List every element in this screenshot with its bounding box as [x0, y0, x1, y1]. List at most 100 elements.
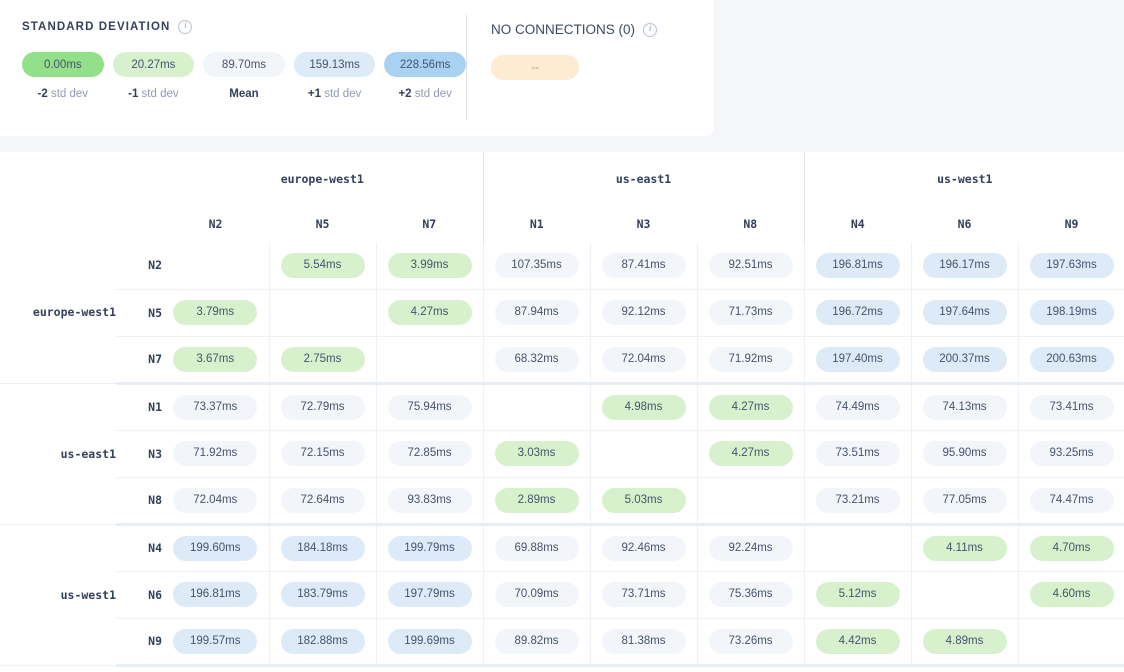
- matrix-cell[interactable]: [482, 383, 591, 431]
- matrix-cell[interactable]: 73.21ms: [803, 477, 912, 526]
- matrix-cell[interactable]: 77.05ms: [911, 477, 1019, 526]
- matrix-row-region-us-west1: us-west1: [0, 524, 116, 666]
- latency-chip: 77.05ms: [922, 487, 1007, 513]
- matrix-cell[interactable]: 72.64ms: [269, 477, 377, 526]
- matrix-cell[interactable]: 72.79ms: [269, 383, 377, 431]
- matrix-cell[interactable]: 199.69ms: [376, 618, 484, 667]
- matrix-cell[interactable]: 73.71ms: [590, 571, 698, 619]
- matrix-cell[interactable]: 2.89ms: [482, 477, 591, 526]
- matrix-cell[interactable]: 74.47ms: [1018, 477, 1124, 526]
- matrix-cell[interactable]: 107.35ms: [482, 242, 591, 290]
- matrix-cell[interactable]: 3.99ms: [376, 242, 484, 290]
- matrix-cell[interactable]: [803, 524, 912, 572]
- matrix-cell[interactable]: 87.41ms: [590, 242, 698, 290]
- matrix-cell[interactable]: 93.25ms: [1018, 430, 1124, 478]
- matrix-cell[interactable]: [1018, 618, 1124, 667]
- matrix-cell[interactable]: 92.46ms: [590, 524, 698, 572]
- matrix-cell[interactable]: 3.79ms: [162, 289, 270, 337]
- matrix-cell[interactable]: 3.67ms: [162, 336, 270, 385]
- matrix-cell[interactable]: 184.18ms: [269, 524, 377, 572]
- latency-chip: 4.60ms: [1029, 582, 1114, 607]
- matrix-cell[interactable]: 72.85ms: [376, 430, 484, 478]
- matrix-cell[interactable]: 199.79ms: [376, 524, 484, 572]
- matrix-cell[interactable]: 75.94ms: [376, 383, 484, 431]
- matrix-cell[interactable]: 74.49ms: [803, 383, 912, 431]
- matrix-cell[interactable]: 4.60ms: [1018, 571, 1124, 619]
- matrix-cell[interactable]: 196.17ms: [911, 242, 1019, 290]
- matrix-cell[interactable]: 197.79ms: [376, 571, 484, 619]
- matrix-cell[interactable]: 74.13ms: [911, 383, 1019, 431]
- matrix-cell[interactable]: 4.11ms: [911, 524, 1019, 572]
- latency-chip: 184.18ms: [280, 535, 365, 561]
- matrix-cell[interactable]: 87.94ms: [482, 289, 591, 337]
- matrix-col-node-N8: N8: [743, 217, 758, 231]
- matrix-cell[interactable]: 5.12ms: [803, 571, 912, 619]
- matrix-cell[interactable]: 4.27ms: [376, 289, 484, 337]
- matrix-cell[interactable]: 200.37ms: [911, 336, 1019, 385]
- matrix-cell[interactable]: 199.60ms: [162, 524, 270, 572]
- matrix-cell[interactable]: 5.03ms: [590, 477, 698, 526]
- matrix-cell[interactable]: [162, 242, 270, 290]
- matrix-cell[interactable]: 92.24ms: [697, 524, 805, 572]
- matrix-cell[interactable]: 75.36ms: [697, 571, 805, 619]
- latency-chip: 3.67ms: [173, 346, 258, 372]
- matrix-cell[interactable]: 72.15ms: [269, 430, 377, 478]
- matrix-cell[interactable]: 71.73ms: [697, 289, 805, 337]
- info-icon[interactable]: i: [178, 20, 193, 34]
- matrix-cell[interactable]: 71.92ms: [697, 336, 805, 385]
- matrix-cell[interactable]: 183.79ms: [269, 571, 377, 619]
- matrix-cell[interactable]: 73.41ms: [1018, 383, 1124, 431]
- matrix-cell[interactable]: 92.51ms: [697, 242, 805, 290]
- matrix-cell[interactable]: 92.12ms: [590, 289, 698, 337]
- matrix-cell[interactable]: 69.88ms: [482, 524, 591, 572]
- latency-chip: 199.57ms: [173, 628, 258, 654]
- no-connections-legend: No Connections (0) i --: [467, 0, 714, 80]
- matrix-cell[interactable]: 196.72ms: [803, 289, 912, 337]
- matrix-cell[interactable]: [697, 477, 805, 526]
- latency-chip: 4.27ms: [387, 300, 472, 325]
- matrix-cell[interactable]: 198.19ms: [1018, 289, 1124, 337]
- matrix-cell[interactable]: 71.92ms: [162, 430, 270, 478]
- matrix-cell[interactable]: 4.27ms: [697, 383, 805, 431]
- matrix-cell[interactable]: 72.04ms: [590, 336, 698, 385]
- matrix-cell[interactable]: 73.37ms: [162, 383, 270, 431]
- matrix-cell[interactable]: [376, 336, 484, 385]
- matrix-cell[interactable]: [590, 430, 698, 478]
- matrix-cell[interactable]: 4.70ms: [1018, 524, 1124, 572]
- matrix-cell[interactable]: 197.64ms: [911, 289, 1019, 337]
- latency-chip: 198.19ms: [1029, 300, 1114, 325]
- legend-divider: [466, 14, 467, 120]
- matrix-cell[interactable]: 89.82ms: [482, 618, 591, 667]
- matrix-head: europe-west1 us-east1 us-west1 N2 N5 N7 N1 N3 N…: [0, 152, 1124, 242]
- matrix-cell[interactable]: [269, 289, 377, 337]
- matrix-cell[interactable]: 197.40ms: [803, 336, 912, 385]
- matrix-cell[interactable]: 81.38ms: [590, 618, 698, 667]
- matrix-cell[interactable]: 200.63ms: [1018, 336, 1124, 385]
- matrix-body: europe-west1 N2 5.54ms 3.99ms 107.35ms 87.41m…: [0, 242, 1124, 667]
- matrix-cell[interactable]: 95.90ms: [911, 430, 1019, 478]
- latency-chip: 182.88ms: [280, 628, 365, 654]
- latency-chip: 69.88ms: [494, 535, 579, 561]
- matrix-cell[interactable]: 199.57ms: [162, 618, 270, 667]
- matrix-cell[interactable]: 4.42ms: [803, 618, 912, 667]
- matrix-cell[interactable]: 93.83ms: [376, 477, 484, 526]
- matrix-cell[interactable]: 182.88ms: [269, 618, 377, 667]
- matrix-cell[interactable]: 2.75ms: [269, 336, 377, 385]
- matrix-cell[interactable]: 197.63ms: [1018, 242, 1124, 290]
- matrix-cell[interactable]: 73.26ms: [697, 618, 805, 667]
- matrix-cell[interactable]: 196.81ms: [162, 571, 270, 619]
- matrix-cell[interactable]: 72.04ms: [162, 477, 270, 526]
- matrix-cell[interactable]: 5.54ms: [269, 242, 377, 290]
- info-icon[interactable]: i: [643, 22, 658, 37]
- matrix-cell[interactable]: 3.03ms: [482, 430, 591, 478]
- matrix-cell[interactable]: [911, 571, 1019, 619]
- matrix-cell[interactable]: 4.98ms: [590, 383, 698, 431]
- matrix-cell[interactable]: 68.32ms: [482, 336, 591, 385]
- matrix-cell[interactable]: 196.81ms: [803, 242, 912, 290]
- latency-chip: 73.37ms: [173, 394, 258, 420]
- matrix-cell[interactable]: 73.51ms: [803, 430, 912, 478]
- matrix-cell[interactable]: 4.27ms: [697, 430, 805, 478]
- matrix-cell[interactable]: 4.89ms: [911, 618, 1019, 667]
- matrix-cell[interactable]: 70.09ms: [482, 571, 591, 619]
- latency-chip: 74.49ms: [815, 394, 900, 420]
